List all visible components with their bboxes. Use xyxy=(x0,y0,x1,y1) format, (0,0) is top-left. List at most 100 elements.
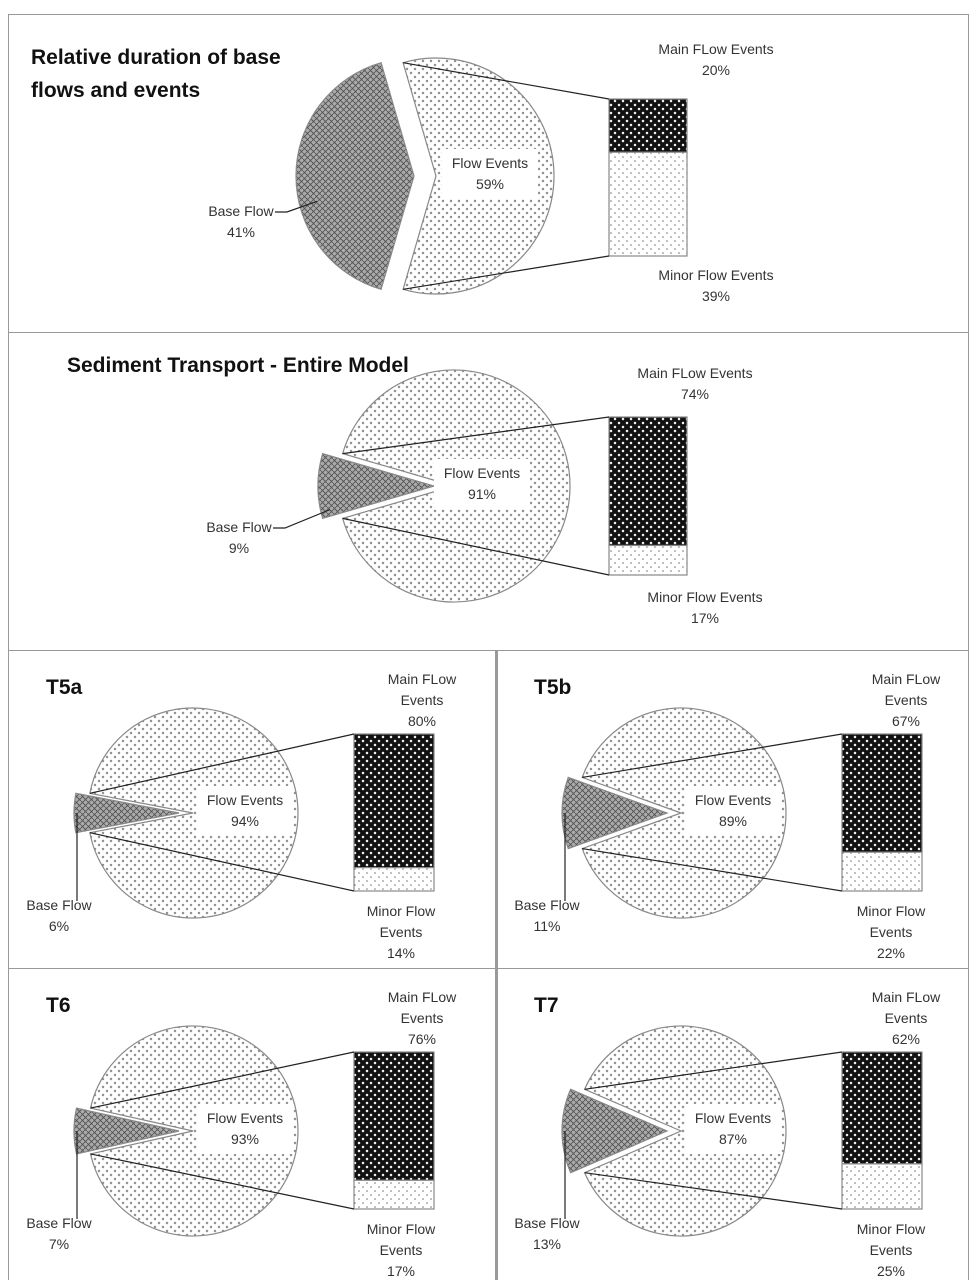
value-label: 41% xyxy=(226,224,256,240)
value-label: 17% xyxy=(690,610,720,626)
minor-label: Minor Flow Events 17% xyxy=(605,587,805,629)
connector-line xyxy=(582,733,843,779)
category-label: Main FLow Events xyxy=(637,365,753,381)
chart xyxy=(273,369,688,603)
leader-line xyxy=(275,200,318,213)
bar-segment xyxy=(353,1051,435,1181)
main-label: Main FLow Events 76% xyxy=(367,987,477,1050)
bar-segment xyxy=(841,1051,923,1165)
flow-label: Flow Events 91% xyxy=(434,459,530,509)
category-label: Main FLow Events xyxy=(871,989,941,1026)
bar-segment xyxy=(608,98,688,153)
bar-segment xyxy=(608,151,688,257)
connector-line xyxy=(89,832,355,892)
category-label: Minor Flow Events xyxy=(647,589,763,605)
value-label: 59% xyxy=(475,176,505,192)
category-label: Flow Events xyxy=(206,792,284,808)
flow-label: Flow Events 87% xyxy=(685,1104,781,1154)
flow-label: Flow Events 89% xyxy=(685,786,781,836)
category-label: Flow Events xyxy=(451,155,529,171)
category-label: Base Flow xyxy=(26,1215,92,1231)
pie-slice xyxy=(73,792,180,834)
connector-line xyxy=(90,1153,355,1210)
chart-title: Relative duration of base flows and even… xyxy=(31,46,281,102)
category-label: Main FLow Events xyxy=(871,671,941,708)
chart-panel: T7 Flow Events 87% Main FLow Events 62% Minor… xyxy=(496,968,969,1280)
value-label: 94% xyxy=(230,813,260,829)
value-label: 74% xyxy=(680,386,710,402)
pie-slice xyxy=(295,61,415,291)
value-label: 7% xyxy=(48,1236,70,1252)
base-label: Base Flow 7% xyxy=(19,1213,99,1255)
value-label: 22% xyxy=(876,945,906,961)
base-label: Base Flow 13% xyxy=(507,1213,587,1255)
pie-slice xyxy=(89,1025,299,1237)
base-label: Base Flow 41% xyxy=(191,201,291,243)
main-label: Main FLow Events 67% xyxy=(851,669,961,732)
main-label: Main FLow Events 74% xyxy=(595,363,795,405)
frame-line xyxy=(496,650,498,1280)
chart xyxy=(561,707,923,919)
chart xyxy=(275,57,688,295)
value-label: 89% xyxy=(718,813,748,829)
base-label: Base Flow 6% xyxy=(19,895,99,937)
chart-panel: Relative duration of base flows and even… xyxy=(8,14,969,332)
connector-line xyxy=(89,733,355,794)
value-label: 93% xyxy=(230,1131,260,1147)
chart-panel: T6 Flow Events 93% Main FLow Events 76% Minor… xyxy=(8,968,496,1280)
category-label: Base Flow xyxy=(206,519,272,535)
category-label: Main FLow Events xyxy=(387,671,457,708)
value-label: 17% xyxy=(386,1263,416,1279)
base-label: Base Flow 9% xyxy=(189,517,289,559)
category-label: Flow Events xyxy=(694,792,772,808)
bar-segment xyxy=(608,416,688,547)
minor-label: Minor Flow Events 14% xyxy=(346,901,456,964)
category-label: Base Flow xyxy=(514,897,580,913)
chart-title: T6 xyxy=(46,994,71,1017)
pie-slice xyxy=(89,707,299,919)
value-label: 76% xyxy=(407,1031,437,1047)
minor-label: Minor Flow Events 25% xyxy=(836,1219,946,1280)
category-label: Minor Flow Events xyxy=(658,267,774,283)
bar-segment xyxy=(841,1163,923,1210)
chart xyxy=(73,707,435,919)
value-label: 67% xyxy=(891,713,921,729)
value-label: 14% xyxy=(386,945,416,961)
value-label: 11% xyxy=(533,918,561,934)
category-label: Base Flow xyxy=(26,897,92,913)
value-label: 6% xyxy=(48,918,70,934)
value-label: 87% xyxy=(718,1131,748,1147)
category-label: Minor Flow Events xyxy=(856,903,926,940)
chart-title: T7 xyxy=(534,994,559,1017)
category-label: Main FLow Events xyxy=(387,989,457,1026)
category-label: Flow Events xyxy=(206,1110,284,1126)
flow-label: Flow Events 94% xyxy=(197,786,293,836)
main-label: Main FLow Events 20% xyxy=(616,39,816,81)
bar-segment xyxy=(353,733,435,869)
value-label: 13% xyxy=(532,1236,562,1252)
connector-line xyxy=(90,1051,355,1109)
value-label: 25% xyxy=(876,1263,906,1279)
bar-segment xyxy=(608,544,688,576)
flow-label: Flow Events 59% xyxy=(442,149,538,199)
bar-segment xyxy=(353,1179,435,1210)
category-label: Minor Flow Events xyxy=(366,1221,436,1258)
category-label: Minor Flow Events xyxy=(366,903,436,940)
minor-label: Minor Flow Events 17% xyxy=(346,1219,456,1280)
category-label: Main FLow Events xyxy=(658,41,774,57)
pie-slice xyxy=(561,1088,669,1174)
chart-panel: T5b Flow Events 89% Main FLow Events 67% Mino… xyxy=(496,650,969,968)
bar-segment xyxy=(353,867,435,892)
category-label: Minor Flow Events xyxy=(856,1221,926,1258)
connector-line xyxy=(582,847,843,892)
chart-panel: T5a Flow Events 94% Main FLow Events 80% Mino… xyxy=(8,650,496,968)
main-label: Main FLow Events 62% xyxy=(851,987,961,1050)
chart xyxy=(73,1025,435,1237)
minor-label: Minor Flow Events 39% xyxy=(616,265,816,307)
value-label: 62% xyxy=(891,1031,921,1047)
connector-line xyxy=(402,255,610,290)
value-label: 39% xyxy=(701,288,731,304)
leader-line xyxy=(273,509,331,529)
chart-title: T5a xyxy=(46,676,83,699)
